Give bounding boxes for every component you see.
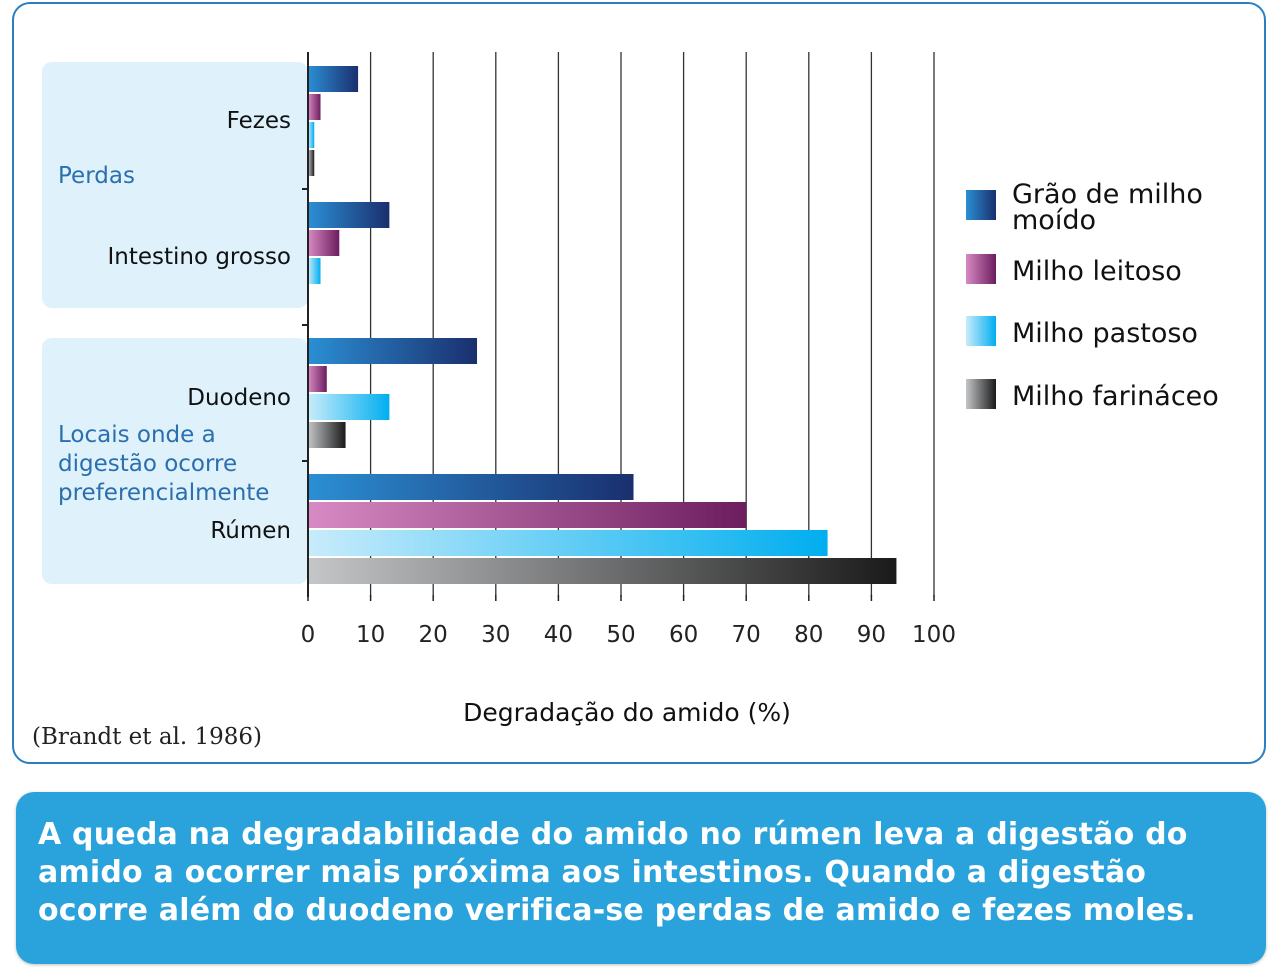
category-label: Fezes [227, 108, 291, 134]
digestion-band [42, 338, 308, 584]
digestion-label-line-1: Locais onde a [58, 422, 216, 448]
legend-label: Grão de milho [1012, 179, 1203, 210]
x-tick-label: 70 [732, 622, 761, 648]
legend-label: Milho pastoso [1012, 318, 1198, 349]
caption-text: A queda na degradabilidade do amido no r… [38, 817, 1196, 928]
bar [308, 338, 478, 364]
losses-band [42, 62, 308, 308]
legend-swatch [966, 254, 996, 284]
bar [308, 94, 321, 120]
x-tick-label: 80 [794, 622, 823, 648]
bar [308, 474, 634, 500]
x-tick-label: 50 [606, 622, 635, 648]
bars [308, 66, 897, 584]
x-tick-label: 10 [356, 622, 385, 648]
category-label: Duodeno [187, 385, 291, 411]
source-citation: (Brandt et al. 1986) [32, 724, 263, 750]
digestion-label-line-3: preferencialmente [58, 480, 269, 506]
caption-box: A queda na degradabilidade do amido no r… [16, 792, 1266, 964]
x-tick-label: 60 [669, 622, 698, 648]
legend-label: Milho leitoso [1012, 256, 1182, 287]
legend-swatch [966, 190, 996, 220]
x-tick-label: 100 [912, 622, 956, 648]
bar [308, 558, 897, 584]
category-label: Intestino grosso [107, 244, 291, 270]
digestion-label-line-2: digestão ocorre [58, 451, 237, 477]
bar [308, 502, 747, 528]
bar [308, 66, 359, 92]
legend-swatch [966, 316, 996, 346]
x-tick-label: 40 [544, 622, 573, 648]
x-axis: 0 10 20 30 40 50 60 70 80 90 100 [301, 52, 956, 648]
bar [308, 122, 315, 148]
bar-chart: Perdas Locais onde a digestão ocorre pre… [42, 52, 1219, 727]
bar [308, 530, 828, 556]
x-tick-label: 0 [301, 622, 316, 648]
legend-label: Milho farináceo [1012, 381, 1219, 412]
bar [308, 258, 321, 284]
x-tick-label: 30 [481, 622, 510, 648]
x-tick-label: 20 [419, 622, 448, 648]
bar [308, 422, 346, 448]
bar [308, 150, 315, 176]
legend-swatch [966, 379, 996, 409]
bar [308, 394, 390, 420]
category-bands: Perdas Locais onde a digestão ocorre pre… [42, 62, 308, 584]
bar [308, 202, 390, 228]
category-labels: Fezes Intestino grosso Duodeno Rúmen [107, 108, 291, 544]
legend-label: moído [1012, 205, 1096, 236]
category-label: Rúmen [210, 518, 291, 544]
x-tick-label: 90 [857, 622, 886, 648]
bar [308, 366, 327, 392]
bar [308, 230, 340, 256]
losses-label: Perdas [58, 163, 135, 189]
x-axis-title: Degradação do amido (%) [463, 698, 791, 727]
